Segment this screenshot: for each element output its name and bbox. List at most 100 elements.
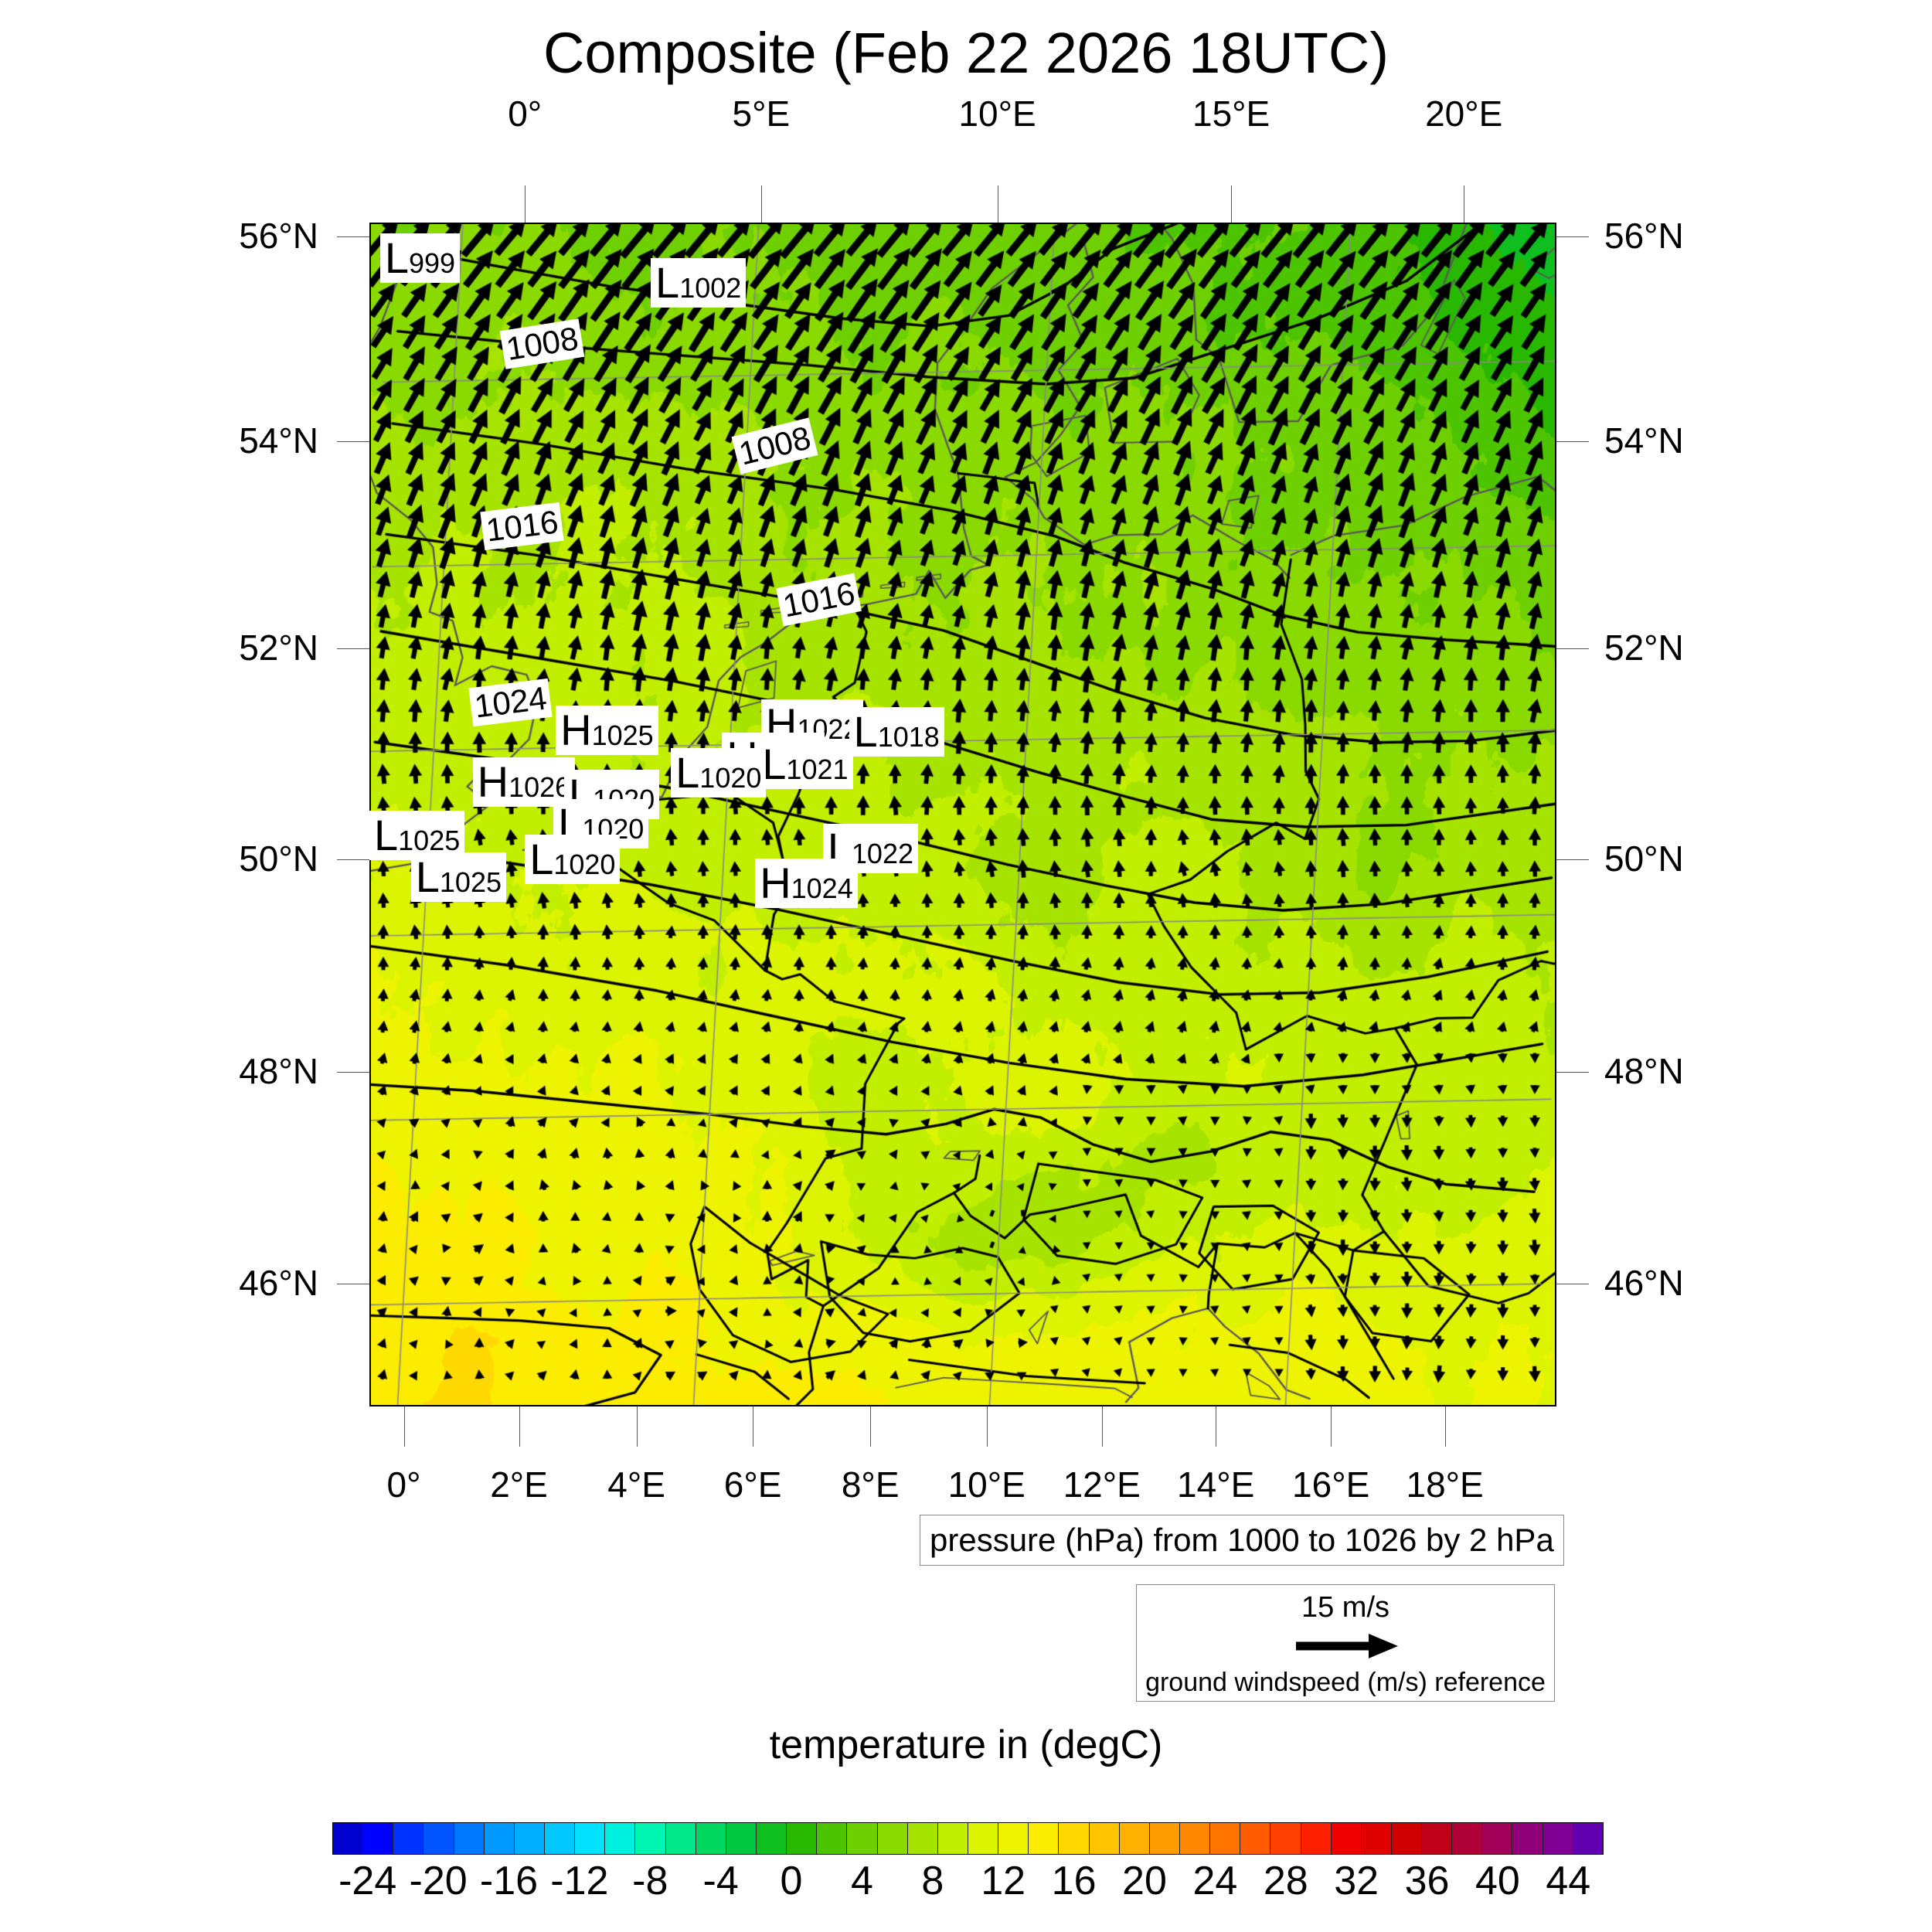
colorbar-swatch (1573, 1823, 1603, 1854)
wind-reference-legend: 15 m/s ground windspeed (m/s) reference (1136, 1584, 1555, 1702)
colorbar-swatch (877, 1823, 908, 1854)
colorbar-tick-label: -20 (409, 1859, 468, 1903)
colorbar-swatch (1512, 1823, 1543, 1854)
axis-tick (1556, 236, 1589, 237)
pressure-low-marker: L1025 (369, 811, 465, 861)
colorbar-swatch (696, 1823, 726, 1854)
pressure-marker-value: 1018 (877, 720, 940, 753)
temperature-colorbar (332, 1822, 1604, 1855)
colorbar-swatch (1452, 1823, 1483, 1854)
colorbar-tick-label: 44 (1546, 1859, 1591, 1903)
axis-tick (1556, 440, 1589, 442)
axis-tick (1556, 859, 1589, 861)
axis-tick-label: 12°E (1063, 1464, 1141, 1505)
pressure-marker-value: 1020 (699, 762, 762, 794)
pressure-marker-type: H (477, 757, 509, 807)
pressure-marker-value: 1002 (679, 271, 742, 304)
colorbar-swatch (363, 1823, 394, 1854)
colorbar-swatch (665, 1823, 696, 1854)
axis-tick-label: 2°E (490, 1464, 548, 1505)
colorbar-swatch (1361, 1823, 1392, 1854)
pressure-marker-type: L (415, 852, 440, 902)
axis-tick (1331, 1406, 1332, 1447)
axis-tick (337, 440, 369, 442)
pressure-marker-type: L (655, 257, 680, 307)
axis-tick (986, 1406, 988, 1447)
colorbar-swatch (1119, 1823, 1150, 1854)
axis-tick-label: 15°E (1192, 94, 1270, 134)
wind-arrow-icon (1296, 1634, 1398, 1658)
weather-map[interactable] (369, 223, 1556, 1406)
pressure-high-marker: H1024 (755, 858, 858, 908)
colorbar-tick-label: 4 (850, 1859, 873, 1903)
colorbar-swatch (1210, 1823, 1241, 1854)
colorbar-swatch (454, 1823, 485, 1854)
colorbar-tick-label: 0 (780, 1859, 803, 1903)
colorbar-swatch (726, 1823, 757, 1854)
axis-tick (636, 1406, 638, 1447)
axis-tick-label: 20°E (1425, 94, 1503, 134)
axis-tick-label: 10°E (958, 94, 1036, 134)
axis-tick-label: 16°E (1292, 1464, 1370, 1505)
colorbar-swatch (787, 1823, 818, 1854)
colorbar-swatch (635, 1823, 666, 1854)
colorbar-tick-label: 12 (981, 1859, 1026, 1903)
pressure-low-marker: L999 (379, 233, 461, 283)
wind-reference-caption: ground windspeed (m/s) reference (1145, 1668, 1546, 1697)
axis-tick-label: 5°E (732, 94, 791, 134)
axis-tick-label: 0° (386, 1464, 421, 1505)
colorbar-title: temperature in (degC) (769, 1723, 1163, 1767)
axis-tick (337, 236, 369, 237)
colorbar-tick-label: 40 (1475, 1859, 1520, 1903)
pressure-marker-value: 999 (408, 247, 456, 279)
pressure-marker-value: 1025 (439, 866, 502, 899)
pressure-marker-value: 1026 (509, 771, 571, 804)
axis-tick-label: 0° (508, 94, 543, 134)
colorbar-swatch (393, 1823, 424, 1854)
axis-tick (760, 185, 762, 223)
pressure-marker-value: 1022 (851, 838, 913, 870)
colorbar-tick-label: 32 (1334, 1859, 1379, 1903)
colorbar-swatch (514, 1823, 545, 1854)
axis-tick-label: 14°E (1177, 1464, 1255, 1505)
colorbar-swatch (575, 1823, 606, 1854)
colorbar-swatch (1179, 1823, 1211, 1854)
pressure-low-marker: L1020 (525, 835, 621, 885)
colorbar-swatch (544, 1823, 576, 1854)
colorbar-swatch (1301, 1823, 1332, 1854)
axis-tick-label: 56°N (239, 215, 318, 256)
pressure-marker-value: 1021 (786, 753, 849, 786)
colorbar-tick-label: -8 (632, 1859, 668, 1903)
axis-tick (1556, 648, 1589, 649)
colorbar-swatch (1331, 1823, 1362, 1854)
axis-tick (1556, 1072, 1589, 1073)
axis-tick-label: 48°N (1604, 1051, 1684, 1092)
colorbar-tick-label: 16 (1051, 1859, 1097, 1903)
colorbar-tick-label: 24 (1192, 1859, 1238, 1903)
colorbar-swatch (423, 1823, 454, 1854)
colorbar-swatch (847, 1823, 878, 1854)
colorbar-swatch (1422, 1823, 1453, 1854)
axis-tick-label: 10°E (947, 1464, 1026, 1505)
pressure-low-marker: L1022 (822, 824, 918, 874)
colorbar-swatch (1059, 1823, 1090, 1854)
axis-tick (337, 859, 369, 861)
colorbar-swatch (484, 1823, 515, 1854)
colorbar-swatch (1089, 1823, 1120, 1854)
colorbar-ticks: -24 -20 -16 -12 -8 -4 0 4 8 12 16 20 24 28 32 36 40 44 (332, 1858, 1604, 1912)
axis-tick (337, 648, 369, 649)
axis-tick (870, 1406, 872, 1447)
colorbar-swatch (998, 1823, 1029, 1854)
pressure-high-marker: H1025 (556, 706, 658, 756)
colorbar-tick-label: -12 (550, 1859, 609, 1903)
pressure-low-marker: L1020 (671, 748, 767, 798)
colorbar-tick-label: -4 (702, 1859, 739, 1903)
colorbar-swatch (1029, 1823, 1060, 1854)
colorbar-tick-label: 28 (1263, 1859, 1308, 1903)
axis-tick-label: 8°E (841, 1464, 900, 1505)
pressure-low-marker: L1025 (410, 852, 506, 903)
pressure-marker-type: L (675, 748, 700, 798)
axis-tick-label: 56°N (1604, 215, 1684, 256)
colorbar-swatch (756, 1823, 787, 1854)
axis-tick (337, 1072, 369, 1073)
